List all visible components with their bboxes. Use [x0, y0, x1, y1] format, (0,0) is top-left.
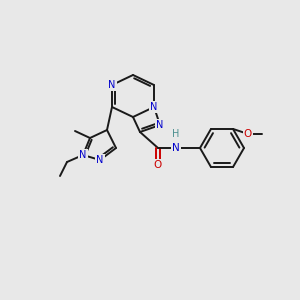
Text: O: O — [154, 160, 162, 170]
Text: N: N — [172, 143, 180, 153]
Text: N: N — [108, 80, 116, 90]
Text: H: H — [172, 129, 180, 139]
Text: N: N — [96, 155, 104, 165]
Text: N: N — [79, 150, 87, 160]
Text: N: N — [150, 102, 158, 112]
Text: O: O — [244, 129, 252, 139]
Text: N: N — [156, 120, 164, 130]
